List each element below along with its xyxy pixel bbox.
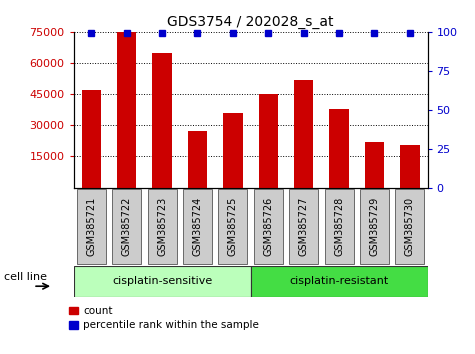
Text: GSM385727: GSM385727 — [299, 197, 309, 256]
Bar — [183, 189, 212, 264]
Text: GSM385730: GSM385730 — [405, 197, 415, 256]
Bar — [365, 142, 384, 188]
Bar — [188, 131, 207, 188]
Bar — [218, 189, 247, 264]
Bar — [258, 94, 278, 188]
Text: GSM385722: GSM385722 — [122, 197, 132, 256]
Bar — [148, 189, 177, 264]
Bar — [74, 266, 251, 297]
Bar — [400, 145, 419, 188]
Text: GSM385728: GSM385728 — [334, 197, 344, 256]
Bar — [77, 189, 106, 264]
Text: GSM385725: GSM385725 — [228, 197, 238, 256]
Bar — [112, 189, 141, 264]
Title: GDS3754 / 202028_s_at: GDS3754 / 202028_s_at — [167, 16, 334, 29]
Bar — [294, 80, 314, 188]
Text: GSM385723: GSM385723 — [157, 197, 167, 256]
Legend: count, percentile rank within the sample: count, percentile rank within the sample — [69, 306, 259, 330]
Bar — [324, 189, 353, 264]
Bar — [251, 266, 428, 297]
Bar — [82, 90, 101, 188]
Text: GSM385726: GSM385726 — [263, 197, 273, 256]
Text: GSM385721: GSM385721 — [86, 197, 96, 256]
Text: GSM385724: GSM385724 — [192, 197, 202, 256]
Text: cisplatin-sensitive: cisplatin-sensitive — [112, 276, 212, 286]
Bar — [289, 189, 318, 264]
Text: cell line: cell line — [4, 272, 48, 282]
Bar — [395, 189, 424, 264]
Text: cisplatin-resistant: cisplatin-resistant — [289, 276, 389, 286]
Bar — [223, 113, 243, 188]
Bar — [360, 189, 389, 264]
Text: GSM385729: GSM385729 — [370, 197, 380, 256]
Bar — [254, 189, 283, 264]
Bar — [329, 109, 349, 188]
Bar — [152, 53, 172, 188]
Bar — [117, 32, 136, 188]
